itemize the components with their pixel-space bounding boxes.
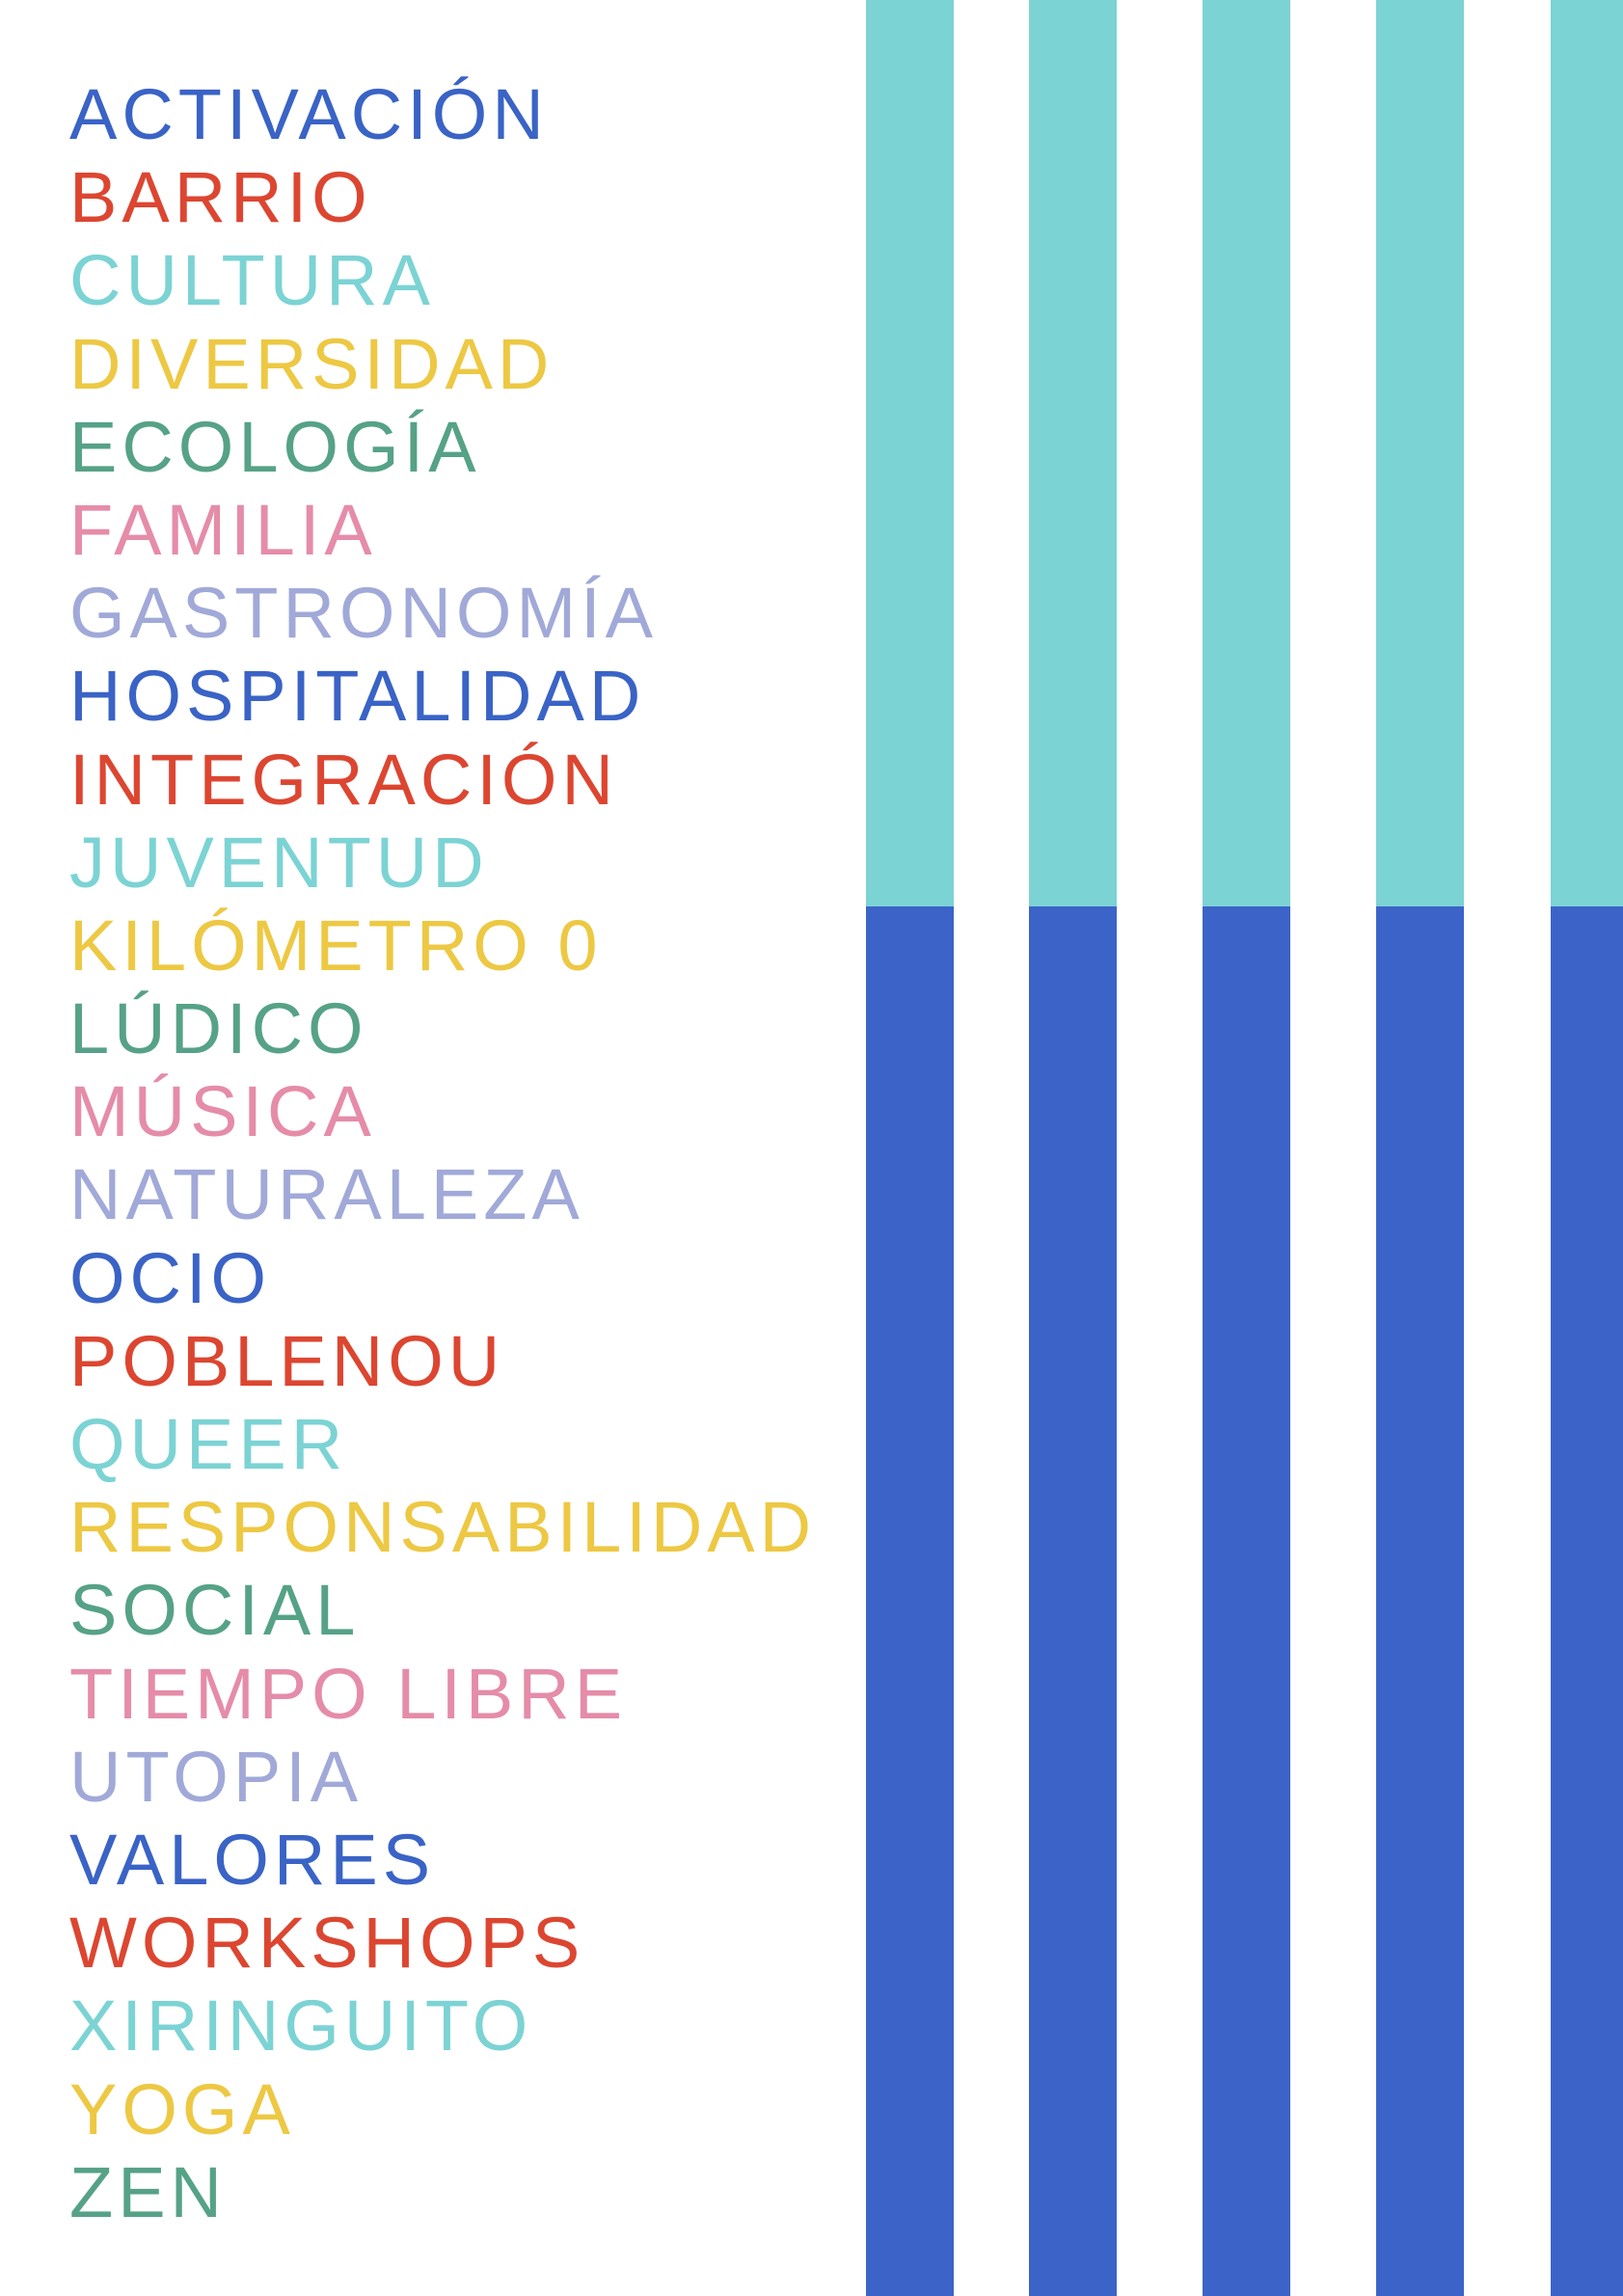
word-item: OCIO [69,1237,272,1318]
word-item: TIEMPO LIBRE [69,1653,628,1734]
word-item: POBLENOU [69,1320,505,1401]
word-item: BARRIO [69,157,372,238]
stripe-top-segment [1376,0,1464,906]
word-item: KILÓMETRO 0 [69,905,603,986]
word-item: XIRINGUITO [69,1985,533,2066]
word-item: MÚSICA [69,1071,376,1152]
word-item: GASTRONOMÍA [69,573,659,654]
stripe [866,0,954,2296]
word-item: SOCIAL [69,1570,361,1651]
stripe [1203,0,1290,2296]
word-item: ECOLOGÍA [69,406,481,487]
word-list: ACTIVACIÓN BARRIO CULTURA DIVERSIDAD ECOLOGÍ… [69,73,816,2234]
stripe-top-segment [1029,0,1117,906]
word-item: INTEGRACIÓN [69,739,618,820]
word-item: HOSPITALIDAD [69,656,646,737]
word-item: RESPONSABILIDAD [69,1487,817,1568]
word-item: QUEER [69,1404,348,1484]
word-item: LÚDICO [69,988,368,1069]
stripe-bottom-segment [866,906,954,2296]
stripe-bottom-segment [1551,906,1623,2296]
word-item: NATURALEZA [69,1154,584,1235]
word-item: JUVENTUD [69,822,489,903]
stripe [1551,0,1623,2296]
stripe-top-segment [1203,0,1290,906]
stripe-bottom-segment [1376,906,1464,2296]
word-item: CULTURA [69,240,435,321]
stripe-top-segment [866,0,954,906]
word-item: YOGA [69,2068,295,2149]
stripe-bottom-segment [1029,906,1117,2296]
stripe-top-segment [1551,0,1623,906]
word-item: VALORES [69,1819,436,1900]
stripe [1376,0,1464,2296]
word-item: ZEN [69,2151,227,2232]
word-item: DIVERSIDAD [69,323,555,404]
stripe [1029,0,1117,2296]
word-item: ACTIVACIÓN [69,74,549,154]
stripe-bottom-segment [1203,906,1290,2296]
word-item: UTOPIA [69,1736,364,1817]
word-item: FAMILIA [69,489,377,570]
word-item: WORKSHOPS [69,1903,585,1984]
